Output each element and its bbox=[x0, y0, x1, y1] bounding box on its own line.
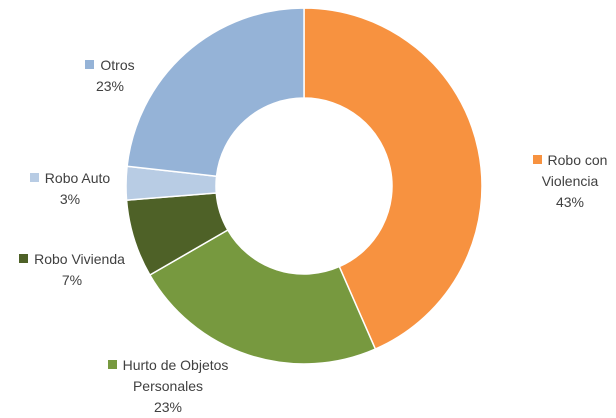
slice-label: Robo con Violencia 43% bbox=[524, 150, 616, 213]
value-label: 7% bbox=[61, 272, 83, 288]
legend-marker bbox=[29, 173, 39, 182]
donut-slice bbox=[303, 7, 483, 351]
donut-slice bbox=[148, 228, 377, 365]
value-label: 23% bbox=[95, 78, 125, 94]
slice-label: Robo Auto 3% bbox=[10, 168, 130, 210]
legend-marker bbox=[532, 155, 542, 164]
legend-marker bbox=[19, 254, 29, 263]
category-name: Robo Auto bbox=[44, 170, 111, 186]
category-name: Hurto de Objetos Personales bbox=[122, 357, 229, 394]
slice-label: Hurto de Objetos Personales 23% bbox=[92, 355, 244, 418]
value-label: 43% bbox=[555, 194, 585, 210]
donut-slice bbox=[126, 7, 305, 178]
category-name: Robo con Violencia bbox=[541, 152, 608, 189]
category-name: Robo Vivienda bbox=[34, 251, 125, 267]
category-name: Otros bbox=[100, 57, 135, 73]
legend-marker bbox=[85, 60, 95, 69]
slice-label: Otros 23% bbox=[60, 55, 160, 97]
slice-label: Robo Vivienda 7% bbox=[4, 249, 140, 291]
value-label: 3% bbox=[59, 191, 81, 207]
legend-marker bbox=[107, 360, 117, 369]
value-label: 23% bbox=[153, 399, 183, 415]
